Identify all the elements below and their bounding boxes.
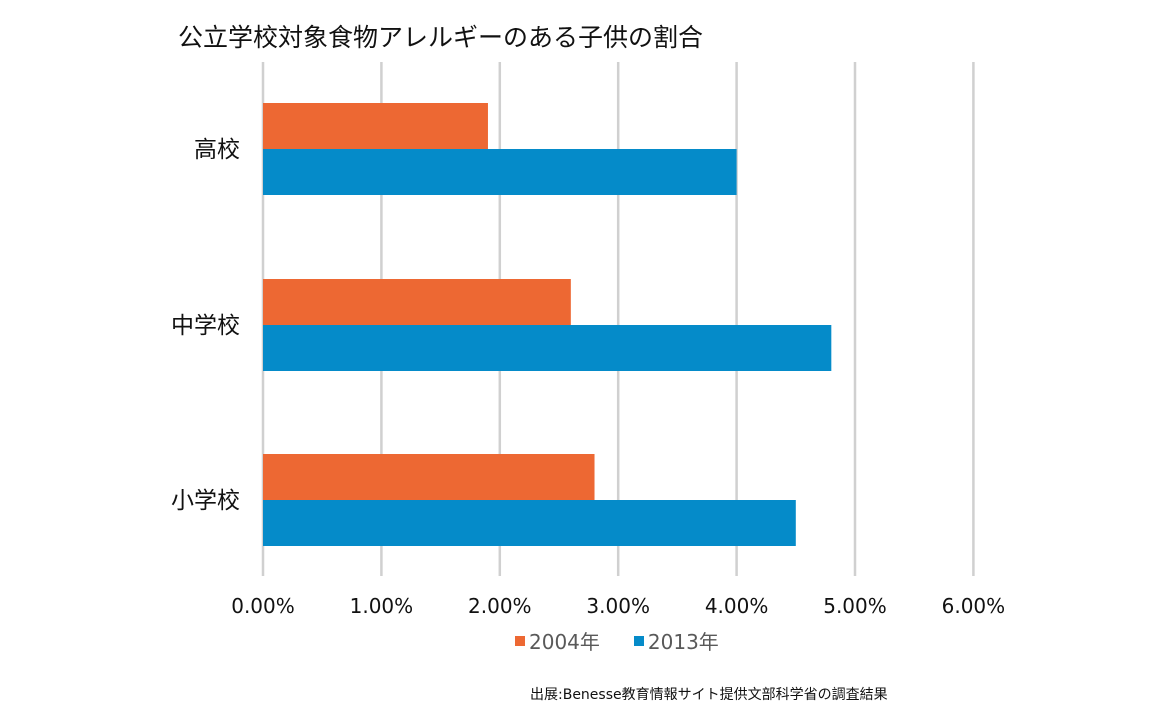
legend-swatch-2004 <box>515 635 525 646</box>
bar-2013年-高校 <box>263 149 737 195</box>
bar-2013年-中学校 <box>263 325 832 371</box>
source-note: 出展:Benesse教育情報サイト提供文部科学省の調査結果 <box>530 687 888 703</box>
legend-label-2004: 2004年 <box>529 630 600 654</box>
x-tick-label: 3.00% <box>586 594 650 618</box>
bar-2004年-小学校 <box>263 454 595 500</box>
bar-2004年-高校 <box>263 103 488 149</box>
y-category-label: 高校 <box>194 137 240 163</box>
x-tick-label: 0.00% <box>231 594 295 618</box>
y-category-label: 小学校 <box>171 488 240 514</box>
legend: 2004年 2013年 <box>515 626 719 655</box>
legend-item-2004: 2004年 <box>515 626 600 655</box>
x-tick-label: 6.00% <box>942 594 1006 618</box>
x-tick-label: 4.00% <box>705 594 769 618</box>
x-tick-label: 5.00% <box>823 594 887 618</box>
bar-2013年-小学校 <box>263 500 796 546</box>
legend-item-2013: 2013年 <box>633 626 719 655</box>
x-tick-label: 2.00% <box>468 594 532 618</box>
x-tick-label: 1.00% <box>350 594 414 618</box>
legend-swatch-2013 <box>633 635 644 646</box>
y-category-label: 中学校 <box>171 313 240 339</box>
chart-title: 公立学校対象食物アレルギーのある子供の割合 <box>178 23 704 52</box>
legend-label-2013: 2013年 <box>647 630 719 654</box>
bar-2004年-中学校 <box>263 279 571 325</box>
